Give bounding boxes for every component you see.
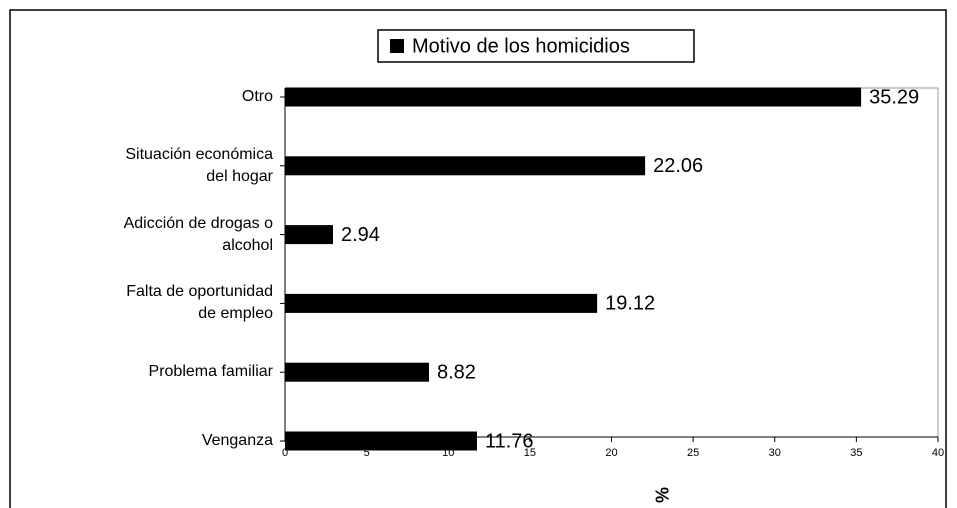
bar (285, 87, 862, 107)
y-tick-label: Problema familiar (148, 363, 273, 381)
legend-swatch (390, 39, 404, 53)
value-label: 22.06 (653, 155, 703, 177)
value-label: 8.82 (437, 361, 476, 383)
plot-frame (285, 87, 939, 437)
x-tick-label: 0 (282, 447, 288, 459)
legend-label: Motivo de los homicidios (412, 35, 630, 57)
x-tick-label: 35 (850, 447, 862, 459)
value-label: 19.12 (605, 293, 655, 315)
y-tick-label: Falta de oportunidad de empleo (126, 283, 273, 323)
x-tick-label: 40 (932, 447, 944, 459)
bar (285, 293, 598, 313)
bar (285, 431, 477, 451)
bar (285, 156, 646, 176)
bar (285, 225, 333, 245)
x-tick-label: 30 (769, 447, 781, 459)
legend-box (377, 29, 695, 63)
x-tick-label: 25 (687, 447, 699, 459)
x-tick-label: 15 (524, 447, 536, 459)
x-tick-label: 5 (364, 447, 370, 459)
bar (285, 362, 429, 382)
value-label: 35.29 (869, 86, 919, 108)
y-tick-label: Adicción de drogas o alcohol (123, 214, 273, 254)
y-tick-label: Situación económica del hogar (125, 145, 273, 185)
chart-border (9, 9, 947, 508)
value-label: 11.76 (485, 430, 534, 452)
value-label: 2.94 (341, 224, 380, 246)
y-tick-label: Otro (241, 88, 273, 105)
x-tick-label: 20 (605, 447, 617, 459)
y-tick-label: Venganza (201, 432, 273, 449)
x-axis-title: % (651, 487, 671, 503)
